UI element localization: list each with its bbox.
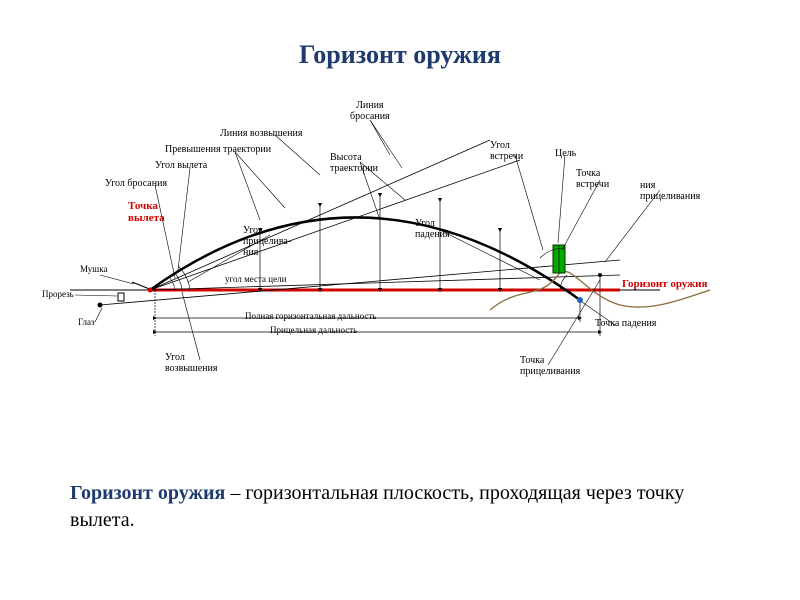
- lbl-niya-pritsel: нияприцеливания: [640, 180, 700, 202]
- definition-term: Горизонт оружия: [70, 482, 225, 504]
- lbl-tochka-vyleta: Точкавылета: [128, 200, 165, 224]
- lbl-ugol-padeniya: Уголпадения: [415, 218, 450, 240]
- lbl-ugol-mesta: угол места цели: [225, 275, 286, 285]
- lbl-tochka-vstrechi: Точкавстречи: [576, 168, 609, 190]
- lbl-tochka-padeniya: Точка падения: [595, 318, 656, 329]
- lbl-liniya-brosaniya: Линиябросания: [350, 100, 390, 122]
- lbl-glaz: Глаз: [78, 318, 95, 328]
- lbl-prevysheniya: Превышения траектории: [165, 144, 271, 155]
- lbl-ugol-vstrechi: Уголвстречи: [490, 140, 523, 162]
- lbl-liniya-vozvysheniya: Линия возвышения: [220, 128, 302, 139]
- trajectory-diagram: Линиябросания Линия возвышения Превышени…: [60, 100, 740, 400]
- lbl-gorizont: Горизонт оружия: [622, 278, 707, 290]
- lbl-tsel: Цель: [555, 148, 576, 159]
- place-line: [150, 275, 620, 290]
- lbl-pritsel-dalnost: Прицельная дальность: [270, 326, 357, 336]
- lbl-prorez: Прорезь: [42, 290, 74, 300]
- lbl-ugol-brosaniya: Угол бросания: [105, 178, 167, 189]
- lbl-vysota: Высотатраектории: [330, 152, 378, 174]
- lbl-ugol-pritsel: Уголприцелива-ния: [243, 225, 291, 258]
- lbl-mushka: Мушка: [80, 265, 107, 275]
- lbl-ugol-vozvysheniya: Уголвозвышения: [165, 352, 218, 374]
- definition-text: Горизонт оружия – горизонтальная плоскос…: [70, 480, 750, 534]
- weapon-marks: [98, 282, 153, 307]
- diagram-svg: [60, 100, 740, 400]
- lbl-tochka-pritsel: Точкаприцеливания: [520, 355, 580, 377]
- elevation-line: [150, 160, 520, 290]
- aim-line: [100, 260, 620, 305]
- range-lines: [155, 275, 600, 336]
- lbl-poln-dalnost: Полная горизонтальная дальность: [245, 312, 376, 322]
- lbl-ugol-vyleta: Угол вылета: [155, 160, 207, 171]
- aim-point-dot: [598, 273, 602, 277]
- height-lines: [260, 195, 500, 290]
- page-title: Горизонт оружия: [0, 40, 800, 70]
